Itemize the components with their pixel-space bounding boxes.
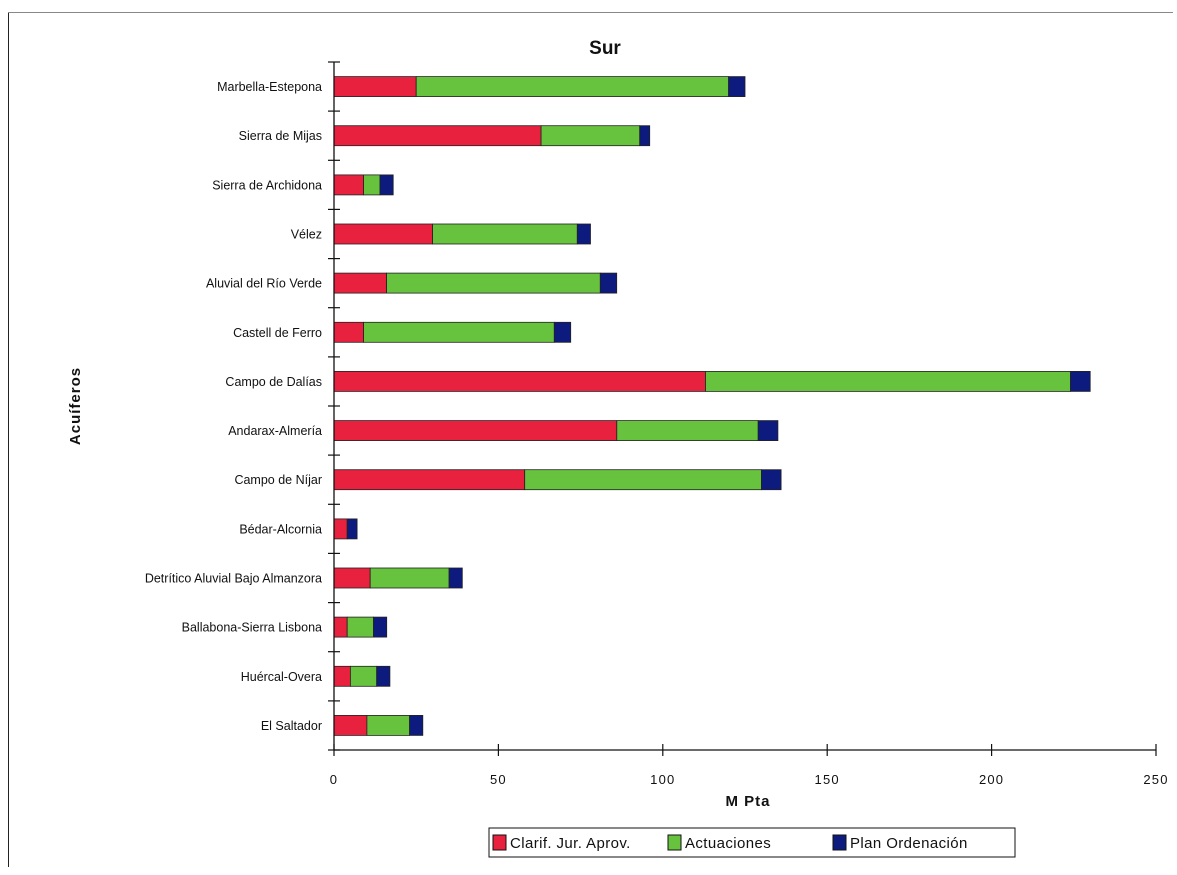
category-label: Castell de Ferro bbox=[233, 326, 322, 340]
bar-andarax-almeria-plan-ordenacion bbox=[757, 420, 779, 442]
x-tick-label: 250 bbox=[1143, 772, 1168, 787]
legend-swatch-clarif-jur-aprov bbox=[492, 834, 507, 851]
legend-label-plan-ordenacion: Plan Ordenación bbox=[850, 835, 968, 852]
bar-marbella-estepona-clarif-jur-aprov bbox=[333, 76, 417, 97]
legend-swatch-actuaciones bbox=[667, 834, 682, 851]
bar-velez-plan-ordenacion bbox=[576, 223, 591, 245]
bar-detritico-aluvial-bajo-almanzora-actuaciones bbox=[369, 567, 450, 589]
x-tick-label: 0 bbox=[330, 772, 338, 787]
bar-castell-de-ferro-actuaciones bbox=[363, 321, 555, 343]
bar-huercal-overa-clarif-jur-aprov bbox=[333, 665, 351, 687]
bar-aluvial-del-rio-verde-plan-ordenacion bbox=[599, 272, 618, 294]
x-tick-label: 50 bbox=[490, 772, 507, 787]
y-axis-title: Acuíferos bbox=[67, 367, 84, 445]
category-label: Vélez bbox=[291, 228, 322, 242]
bar-sierra-de-mijas-actuaciones bbox=[540, 125, 641, 147]
bar-marbella-estepona-actuaciones bbox=[415, 76, 730, 97]
legend-swatch-plan-ordenacion bbox=[832, 834, 847, 851]
bar-detritico-aluvial-bajo-almanzora-plan-ordenacion bbox=[448, 567, 463, 589]
category-label: El Saltador bbox=[261, 719, 322, 733]
category-label: Sierra de Archidona bbox=[212, 178, 322, 192]
category-label: Andarax-Almería bbox=[228, 424, 322, 438]
x-tick-label: 100 bbox=[650, 772, 675, 787]
bar-campo-de-dalias-clarif-jur-aprov bbox=[333, 370, 706, 392]
bar-detritico-aluvial-bajo-almanzora-clarif-jur-aprov bbox=[333, 567, 371, 589]
page-border-top bbox=[8, 12, 1173, 13]
bar-aluvial-del-rio-verde-actuaciones bbox=[386, 272, 601, 294]
bar-campo-de-dalias-plan-ordenacion bbox=[1070, 370, 1091, 392]
bar-velez-actuaciones bbox=[432, 223, 578, 245]
bar-huercal-overa-plan-ordenacion bbox=[376, 665, 391, 687]
bar-castell-de-ferro-clarif-jur-aprov bbox=[333, 321, 365, 343]
x-tick-labels: 0 50 100 150 200 250 bbox=[330, 772, 1168, 787]
legend-label-actuaciones: Actuaciones bbox=[685, 835, 771, 852]
category-label: Sierra de Mijas bbox=[239, 129, 322, 143]
bar-sierra-de-archidona-clarif-jur-aprov bbox=[333, 174, 365, 196]
bar-andarax-almeria-actuaciones bbox=[616, 420, 759, 442]
category-label: Campo de Níjar bbox=[234, 473, 322, 487]
bar-el-saltador-plan-ordenacion bbox=[409, 715, 424, 736]
bar-campo-de-nijar-clarif-jur-aprov bbox=[333, 469, 526, 491]
category-label: Huércal-Overa bbox=[241, 670, 322, 684]
category-label: Marbella-Estepona bbox=[217, 80, 322, 94]
bar-andarax-almeria-clarif-jur-aprov bbox=[333, 420, 618, 442]
bar-ballabona-sierra-lisbona-actuaciones bbox=[346, 616, 374, 638]
bar-sierra-de-mijas-plan-ordenacion bbox=[639, 125, 651, 147]
bar-sierra-de-archidona-plan-ordenacion bbox=[379, 174, 394, 196]
page-border-left bbox=[8, 12, 9, 867]
bar-el-saltador-actuaciones bbox=[366, 715, 410, 736]
category-label: Campo de Dalías bbox=[225, 375, 322, 389]
x-tick-label: 150 bbox=[815, 772, 840, 787]
axes-layer bbox=[328, 61, 1157, 756]
bar-huercal-overa-actuaciones bbox=[349, 665, 378, 687]
bar-ballabona-sierra-lisbona-plan-ordenacion bbox=[373, 616, 388, 638]
bar-el-saltador-clarif-jur-aprov bbox=[333, 715, 368, 736]
bar-ballabona-sierra-lisbona-clarif-jur-aprov bbox=[333, 616, 348, 638]
bar-aluvial-del-rio-verde-clarif-jur-aprov bbox=[333, 272, 387, 294]
bar-bedar-alcornia-clarif-jur-aprov bbox=[333, 518, 348, 540]
category-label: Bédar-Alcornia bbox=[239, 522, 322, 536]
bar-campo-de-nijar-plan-ordenacion bbox=[761, 469, 782, 491]
legend: Clarif. Jur. Aprov. Actuaciones Plan Orden… bbox=[488, 827, 1016, 858]
bar-sierra-de-archidona-actuaciones bbox=[363, 174, 381, 196]
category-label: Aluvial del Río Verde bbox=[206, 277, 322, 291]
bar-marbella-estepona-plan-ordenacion bbox=[728, 76, 746, 97]
bar-campo-de-nijar-actuaciones bbox=[524, 469, 762, 491]
x-tick-label: 200 bbox=[979, 772, 1004, 787]
bar-sierra-de-mijas-clarif-jur-aprov bbox=[333, 125, 542, 147]
category-label: Ballabona-Sierra Lisbona bbox=[182, 621, 322, 635]
bars-layer bbox=[333, 76, 1091, 736]
chart-title: Sur bbox=[589, 38, 621, 59]
legend-box bbox=[488, 827, 1016, 858]
bar-campo-de-dalias-actuaciones bbox=[705, 370, 1071, 392]
bar-bedar-alcornia-plan-ordenacion bbox=[346, 518, 358, 540]
category-label: Detrítico Aluvial Bajo Almanzora bbox=[145, 572, 322, 586]
bar-castell-de-ferro-plan-ordenacion bbox=[553, 321, 572, 343]
category-labels: Marbella-Estepona Sierra de Mijas Sierra d… bbox=[145, 80, 322, 733]
x-axis-title: M Pta bbox=[725, 793, 770, 810]
bar-velez-clarif-jur-aprov bbox=[333, 223, 433, 245]
legend-label-clarif-jur-aprov: Clarif. Jur. Aprov. bbox=[510, 835, 631, 852]
